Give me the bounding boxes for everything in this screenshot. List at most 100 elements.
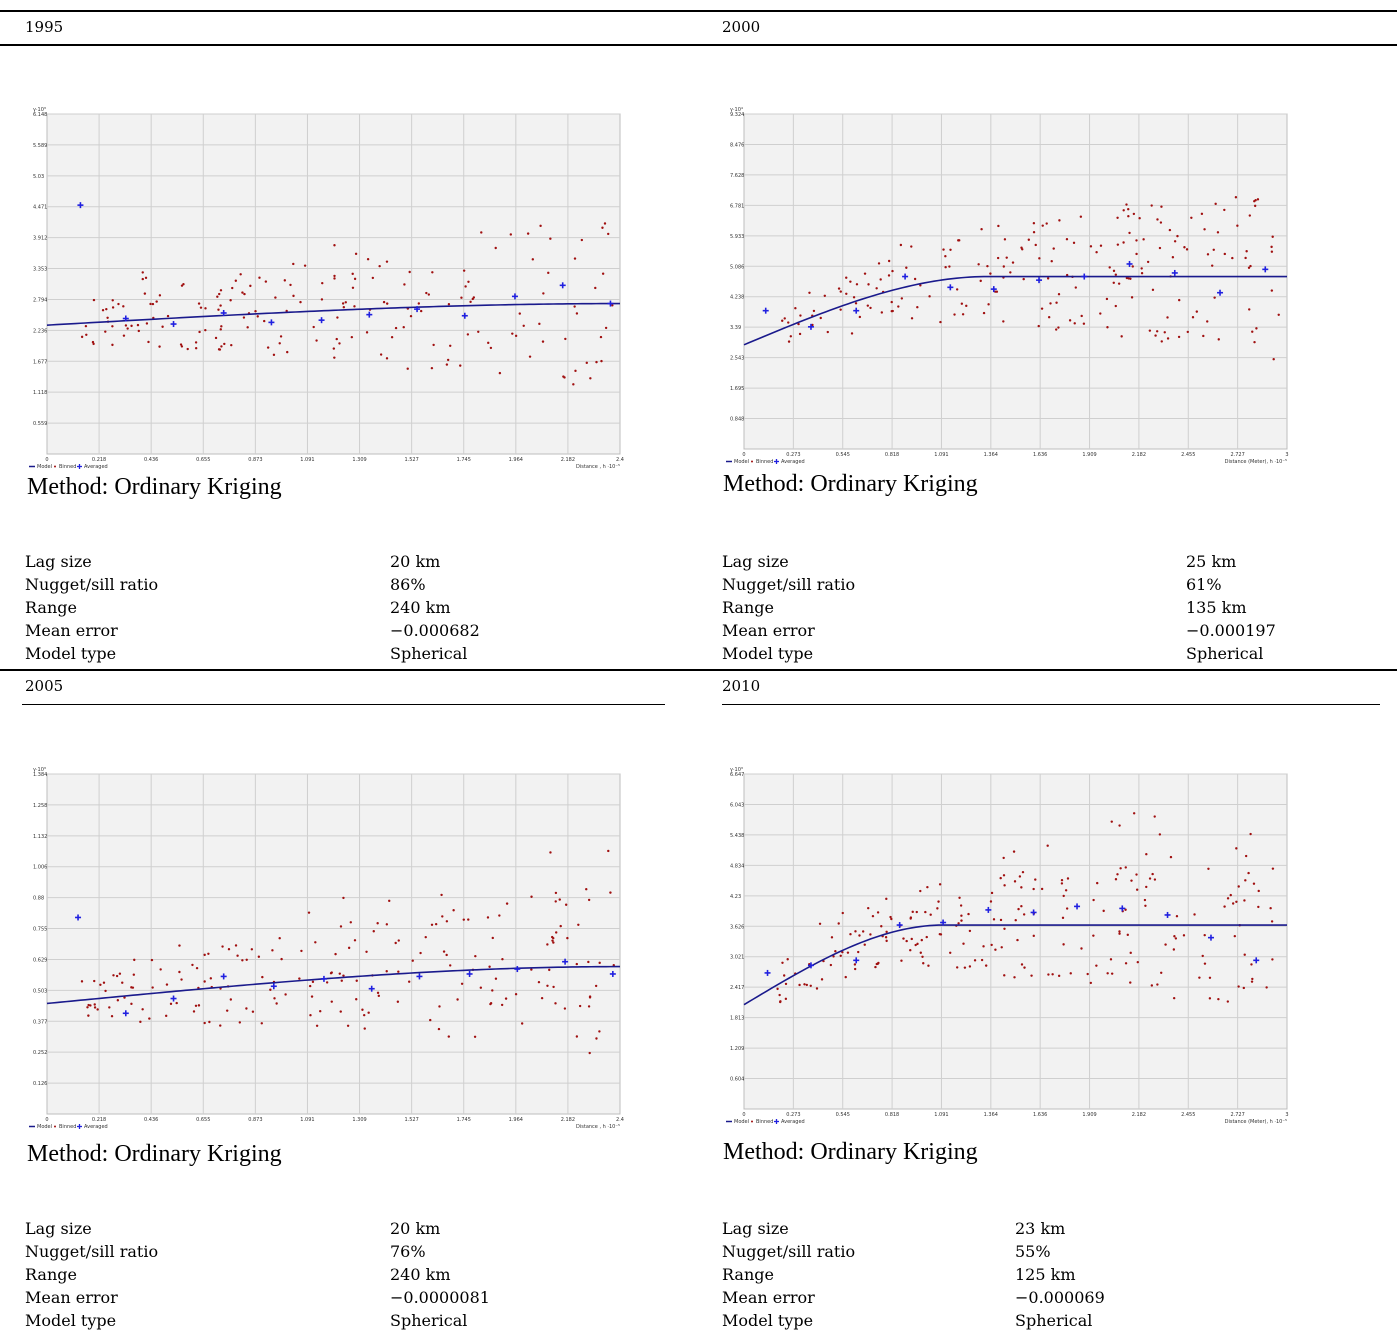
x-tick-label: 3 — [1285, 1112, 1288, 1118]
averaged-point — [511, 293, 518, 300]
binned-point — [266, 346, 270, 349]
binned-point — [909, 949, 912, 952]
binned-point — [504, 997, 508, 1000]
x-tick-label: 2.182 — [1132, 452, 1146, 458]
binned-point — [811, 323, 814, 327]
binned-point — [1202, 334, 1205, 338]
binned-point — [218, 292, 221, 296]
binned-point — [1047, 316, 1051, 319]
binned-point — [1216, 231, 1220, 234]
x-tick-label: 1.091 — [300, 1117, 314, 1123]
stat-label: Mean error — [722, 1288, 815, 1307]
binned-point — [1252, 882, 1256, 885]
binned-point — [1250, 980, 1254, 983]
stat-value: 135 km — [1186, 598, 1247, 617]
binned-point — [1203, 228, 1206, 231]
binned-point — [229, 299, 232, 302]
x-tick-label: 2.455 — [1181, 1112, 1195, 1118]
x-tick-label: 0.655 — [196, 1117, 210, 1123]
binned-point — [1163, 331, 1166, 334]
binned-point — [1212, 248, 1215, 252]
binned-point — [1242, 986, 1246, 990]
stat-value: −0.0000081 — [390, 1288, 490, 1307]
binned-point — [1135, 239, 1138, 242]
averaged-point — [514, 966, 521, 973]
binned-point — [130, 986, 133, 989]
binned-point — [511, 332, 514, 335]
binned-point — [982, 945, 985, 948]
y-tick-label: 1.384 — [33, 772, 47, 778]
panel-year: 2000 — [722, 18, 761, 36]
binned-point — [1089, 981, 1093, 985]
stat-value: Spherical — [390, 1311, 468, 1330]
binned-point — [344, 301, 347, 304]
binned-point — [1065, 238, 1069, 241]
binned-point — [204, 307, 207, 310]
binned-point — [299, 300, 302, 304]
binned-point — [419, 309, 423, 313]
binned-point — [587, 1005, 591, 1008]
binned-point — [1156, 218, 1159, 221]
binned-point — [245, 1007, 248, 1010]
binned-point — [1201, 954, 1204, 958]
legend-binned-swatch — [54, 465, 56, 468]
binned-point — [378, 264, 381, 268]
binned-point — [819, 316, 822, 320]
averaged-point — [1207, 934, 1214, 941]
binned-point — [101, 309, 105, 312]
legend-model-label: Model — [37, 1124, 52, 1130]
binned-point — [832, 955, 835, 958]
binned-point — [575, 312, 579, 315]
binned-point — [1021, 870, 1025, 874]
binned-point — [280, 957, 283, 961]
binned-point — [514, 334, 518, 338]
y-tick-label: 3.39 — [730, 325, 741, 331]
binned-point — [219, 304, 222, 307]
binned-point — [552, 936, 555, 940]
binned-point — [854, 930, 857, 933]
binned-point — [528, 355, 532, 358]
averaged-point — [1262, 266, 1269, 273]
variogram-chart-2005: 0.126 0.252 0.377 0.503 0.629 0.755 0.88 1.006 1… — [29, 767, 624, 1130]
binned-point — [1175, 915, 1179, 918]
binned-point — [161, 325, 164, 328]
legend-binned-label: Binned — [756, 1119, 773, 1125]
averaged-point — [1119, 905, 1126, 912]
binned-point — [1247, 871, 1250, 875]
row2-rule-right — [722, 704, 1380, 705]
y-tick-label: 4.23 — [730, 894, 741, 900]
binned-point — [999, 876, 1002, 880]
y-tick-label: 0.126 — [33, 1081, 47, 1087]
binned-point — [599, 335, 603, 339]
legend-binned-swatch — [54, 1125, 56, 1128]
binned-point — [1060, 878, 1064, 882]
binned-points — [781, 196, 1280, 361]
binned-point — [589, 377, 592, 380]
binned-point — [876, 911, 880, 914]
binned-point — [803, 983, 806, 986]
binned-point — [823, 294, 827, 297]
averaged-point — [1074, 903, 1081, 910]
binned-point — [271, 949, 274, 952]
binned-point — [1119, 867, 1122, 870]
binned-point — [982, 311, 986, 315]
binned-point — [1158, 833, 1162, 836]
averaged-point — [1126, 260, 1133, 267]
averaged-point — [902, 273, 909, 280]
binned-point — [241, 959, 244, 962]
binned-point — [491, 989, 494, 992]
binned-point — [919, 951, 922, 954]
y-tick-label: 5.438 — [730, 833, 744, 839]
binned-point — [87, 1003, 90, 1007]
stat-value: 240 km — [390, 1265, 451, 1284]
binned-point — [93, 1006, 97, 1009]
binned-point — [913, 277, 917, 281]
binned-point — [354, 252, 358, 256]
binned-point — [1099, 312, 1102, 315]
binned-point — [987, 303, 990, 306]
binned-point — [518, 312, 521, 315]
binned-point — [501, 958, 504, 961]
binned-point — [1095, 964, 1098, 967]
binned-point — [118, 972, 122, 975]
binned-point — [1012, 850, 1016, 853]
